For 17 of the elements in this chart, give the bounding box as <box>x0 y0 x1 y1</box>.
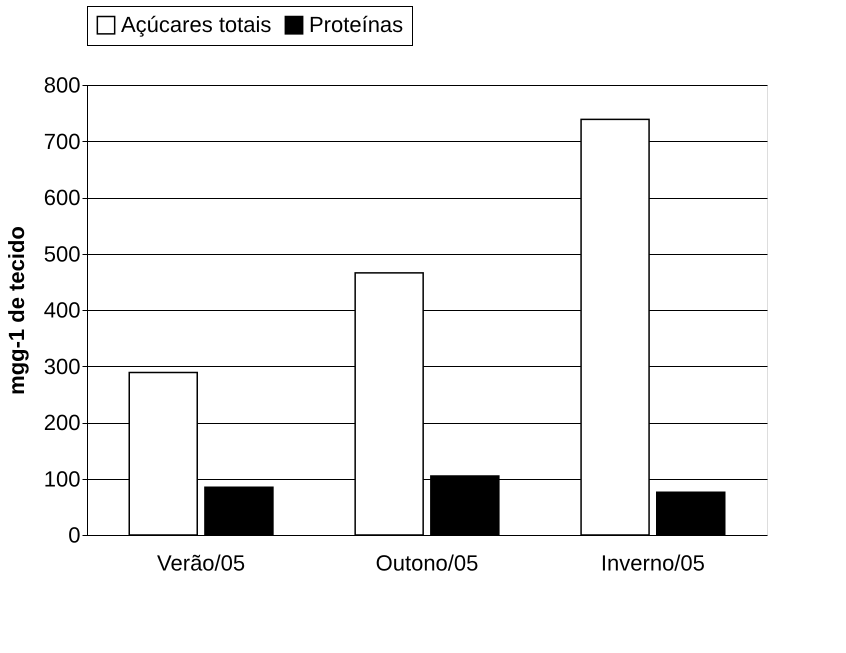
x-tick-label: Verão/05 <box>157 550 246 576</box>
x-tick-label: Inverno/05 <box>600 550 705 576</box>
y-tick-label: 600 <box>44 185 80 210</box>
y-tick-label: 700 <box>44 128 80 154</box>
y-tick-label: 100 <box>44 466 80 492</box>
x-tick-label: Outono/05 <box>376 550 478 576</box>
y-tick-label: 800 <box>44 72 80 98</box>
legend-label: Proteínas <box>309 12 404 38</box>
legend-label: Açúcares totais <box>121 12 272 38</box>
bar <box>204 486 274 536</box>
y-tick-label: 400 <box>44 298 80 322</box>
y-tick-label: 300 <box>44 354 80 379</box>
y-tick-label: 0 <box>68 522 80 548</box>
bar <box>656 492 726 536</box>
y-tick-label: 500 <box>44 241 80 266</box>
y-axis-title: mgg-1 de tecido <box>4 226 29 395</box>
y-tick-label: 200 <box>44 410 80 435</box>
